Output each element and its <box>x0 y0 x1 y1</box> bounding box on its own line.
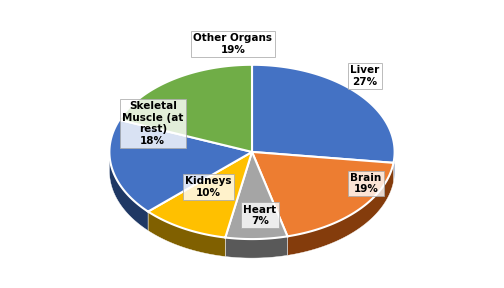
Polygon shape <box>225 152 287 239</box>
Polygon shape <box>252 65 395 163</box>
Text: Brain
19%: Brain 19% <box>350 173 382 194</box>
Text: Kidneys
10%: Kidneys 10% <box>185 176 232 198</box>
Text: Liver
27%: Liver 27% <box>350 65 380 87</box>
Polygon shape <box>287 163 394 255</box>
Polygon shape <box>225 236 287 258</box>
Polygon shape <box>119 65 252 152</box>
Polygon shape <box>148 212 225 257</box>
Polygon shape <box>109 120 252 212</box>
Polygon shape <box>394 152 395 182</box>
Text: Skeletal
Muscle (at
rest)
18%: Skeletal Muscle (at rest) 18% <box>122 101 183 146</box>
Polygon shape <box>109 152 148 231</box>
Text: Heart
7%: Heart 7% <box>243 204 277 226</box>
Polygon shape <box>148 152 252 238</box>
Text: Other Organs
19%: Other Organs 19% <box>194 33 273 55</box>
Polygon shape <box>252 152 394 236</box>
